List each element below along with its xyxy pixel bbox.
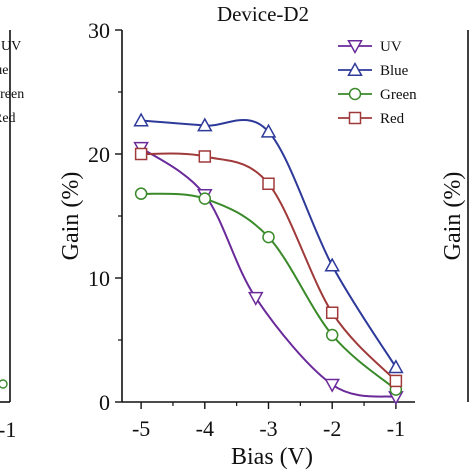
legend-label-red: Red: [380, 111, 405, 127]
data-point-blue: [388, 359, 404, 374]
axes: [121, 30, 415, 403]
x-axis-ticks: -5 -4 -3 -2 -1: [132, 402, 405, 441]
x-tick-label: -1: [387, 416, 405, 441]
y-axis-title: Gain (%): [58, 172, 84, 261]
series-line-green: [141, 192, 397, 391]
data-point-green: [262, 230, 275, 244]
data-point-blue: [133, 112, 149, 127]
legend-marker-blue: [347, 61, 363, 76]
legend-marker-uv: [347, 40, 363, 55]
x-axis-title: Bias (V): [231, 444, 313, 470]
data-point-red: [389, 374, 403, 388]
data-point-green: [134, 187, 148, 200]
left-legend-red: Red: [0, 111, 16, 126]
x-tick-label: -5: [132, 416, 150, 441]
data-point-uv: [324, 378, 340, 393]
y-tick-label: 20: [88, 142, 110, 167]
y-tick-label: 30: [88, 18, 110, 43]
left-panel-fragment: UV Blue Green Red -1: [0, 30, 24, 442]
legend-label-blue: Blue: [380, 63, 409, 79]
data-point-blue: [260, 123, 277, 138]
series-layer: [133, 112, 404, 406]
y-axis-ticks: 0 10 20 30: [88, 18, 122, 415]
left-x-tick: -1: [0, 417, 16, 442]
series-blue: [133, 112, 404, 374]
legend-label-uv: UV: [380, 39, 402, 55]
data-point-red: [134, 147, 148, 161]
y-tick-label: 0: [99, 390, 110, 415]
data-point-red: [262, 177, 275, 191]
y-tick-label: 10: [88, 266, 110, 291]
legend-marker-red: [348, 111, 362, 125]
right-panel-fragment: Gain (%): [440, 30, 469, 402]
data-point-green: [325, 328, 339, 342]
series-line-blue: [141, 118, 397, 368]
chart-title: Device-D2: [217, 2, 309, 26]
right-y-axis-title: Gain (%): [440, 172, 466, 261]
data-point-green: [198, 192, 212, 205]
data-point-red: [198, 150, 212, 163]
x-tick-label: -4: [196, 416, 214, 441]
left-legend-blue: Blue: [0, 63, 8, 78]
left-legend-uv: UV: [1, 39, 21, 54]
left-legend-green: Green: [0, 87, 24, 102]
data-point-blue: [324, 257, 340, 272]
series-green: [134, 187, 403, 396]
left-data-marker: [0, 379, 8, 389]
series-red: [134, 147, 403, 388]
x-tick-label: -2: [323, 416, 341, 441]
data-point-uv: [247, 291, 264, 306]
data-point-blue: [197, 117, 213, 132]
series-line-red: [141, 152, 397, 382]
data-point-red: [325, 306, 339, 319]
legend-marker-green: [348, 87, 362, 101]
x-tick-label: -3: [259, 416, 277, 441]
legend: UV Blue Green Red: [338, 39, 417, 127]
legend-label-green: Green: [380, 87, 417, 103]
